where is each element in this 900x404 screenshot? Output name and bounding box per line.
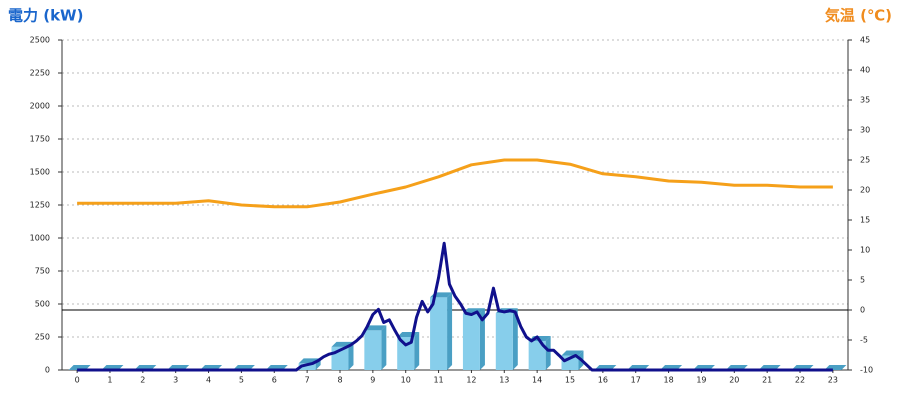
y2-tick-label: 25 [860, 156, 870, 165]
bar [495, 313, 513, 370]
bar [397, 337, 415, 370]
y-tick-label: 2500 [30, 36, 50, 45]
y-tick-label: 250 [35, 333, 50, 342]
x-tick-label: 1 [107, 376, 112, 385]
y-tick-label: 750 [35, 267, 50, 276]
x-tick-label: 21 [762, 376, 772, 385]
y2-title: 気温 (℃) [825, 7, 892, 25]
x-tick-label: 9 [370, 376, 375, 385]
line [77, 158, 833, 209]
x-tick-label: 8 [337, 376, 342, 385]
bar [528, 340, 546, 370]
bar-top [462, 308, 485, 314]
x-tick-label: 4 [206, 376, 211, 385]
y2-tick-label: 35 [860, 96, 870, 105]
chart-title: 電力 (kW) [8, 7, 83, 25]
bar-side [545, 335, 551, 370]
y-tick-label: 0 [45, 366, 50, 375]
y2-tick-label: 45 [860, 36, 870, 45]
y2-tick-label: -10 [860, 366, 873, 375]
y2-tick-label: -5 [860, 336, 868, 345]
x-tick-label: 7 [305, 376, 310, 385]
bar [364, 330, 382, 370]
x-tick-label: 14 [532, 376, 542, 385]
x-tick-label: 20 [729, 376, 739, 385]
bar-side [348, 341, 354, 370]
x-tick-label: 23 [828, 376, 838, 385]
y2-tick-label: 0 [860, 306, 865, 315]
x-tick-label: 2 [140, 376, 145, 385]
bar-top [561, 350, 584, 356]
y-tick-label: 1250 [30, 201, 50, 210]
y-tick-label: 2000 [30, 102, 50, 111]
x-tick-label: 22 [795, 376, 805, 385]
bar [298, 363, 316, 370]
x-tick-label: 10 [401, 376, 411, 385]
bar-side [414, 332, 420, 370]
y-tick-label: 2250 [30, 69, 50, 78]
bar [430, 297, 448, 370]
line [77, 241, 833, 372]
x-tick-label: 15 [565, 376, 575, 385]
y-tick-label: 1000 [30, 234, 50, 243]
y2-tick-label: 10 [860, 246, 870, 255]
y2-tick-label: 5 [860, 276, 865, 285]
bar-top [364, 325, 387, 331]
y2-tick-label: 15 [860, 216, 870, 225]
x-tick-label: 18 [663, 376, 673, 385]
x-tick-label: 13 [499, 376, 509, 385]
bar [462, 313, 480, 370]
bar-side [381, 325, 387, 370]
x-tick-label: 12 [466, 376, 476, 385]
bar-side [447, 292, 453, 370]
x-tick-label: 17 [631, 376, 641, 385]
bar-side [512, 308, 518, 370]
y-tick-label: 1500 [30, 168, 50, 177]
y2-tick-label: 30 [860, 126, 870, 135]
x-tick-label: 3 [173, 376, 178, 385]
y-tick-label: 500 [35, 300, 50, 309]
bar-side [479, 308, 485, 370]
x-tick-label: 5 [239, 376, 244, 385]
y2-tick-label: 40 [860, 66, 870, 75]
x-tick-label: 6 [272, 376, 277, 385]
x-tick-label: 16 [598, 376, 608, 385]
x-tick-label: 19 [696, 376, 706, 385]
y2-tick-label: 20 [860, 186, 870, 195]
x-tick-label: 0 [75, 376, 80, 385]
x-tick-label: 11 [433, 376, 443, 385]
y-tick-label: 1750 [30, 135, 50, 144]
